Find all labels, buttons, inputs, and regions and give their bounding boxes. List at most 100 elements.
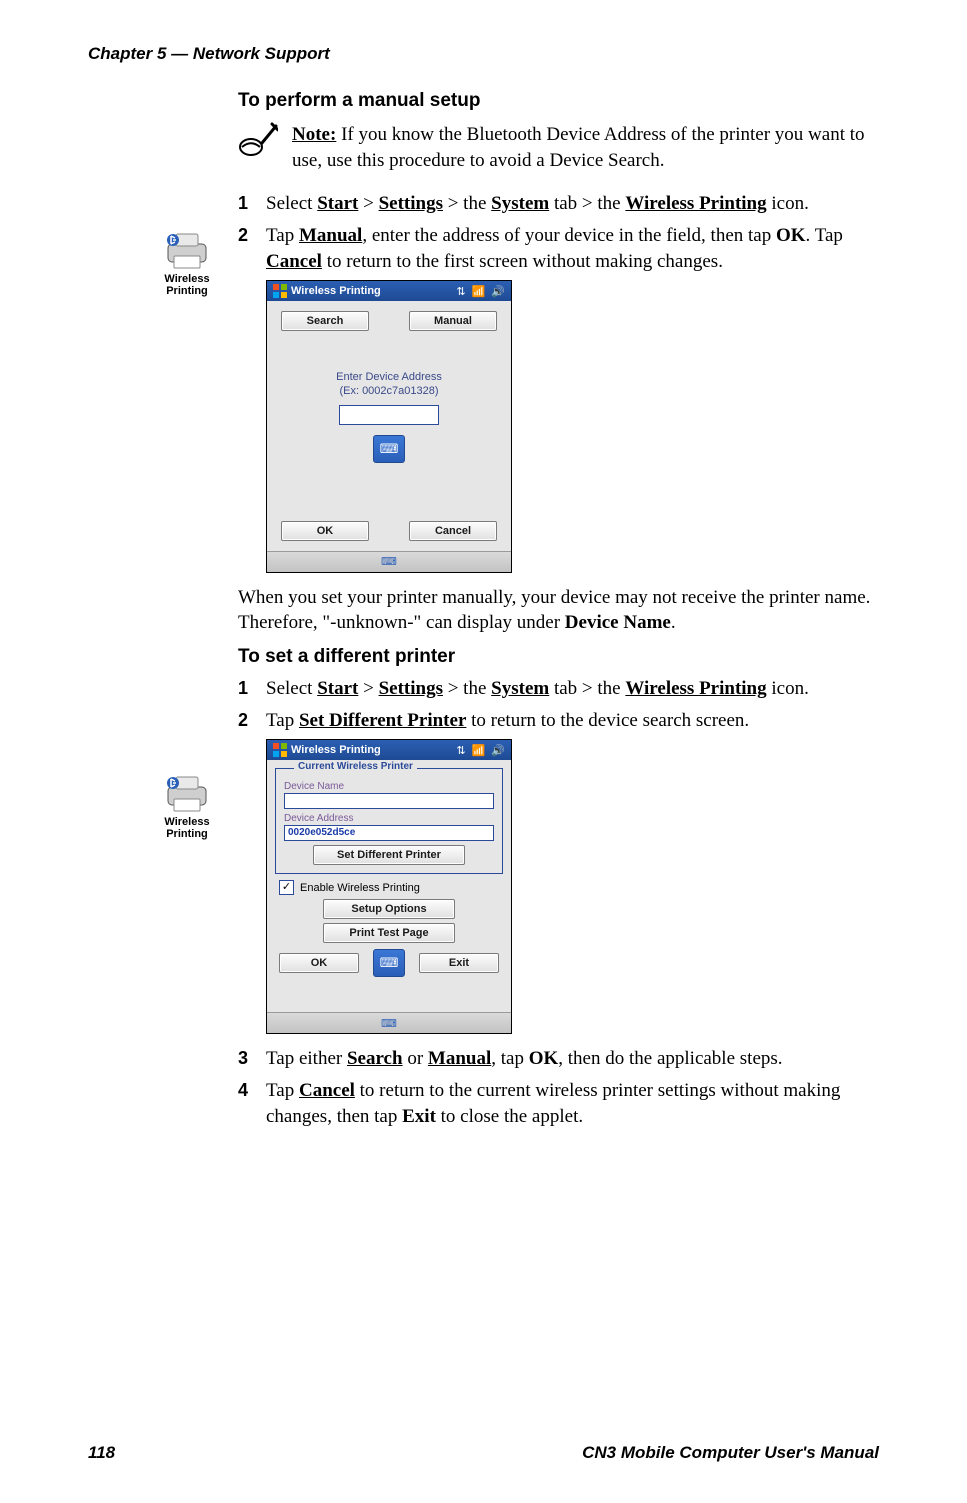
kw-start: Start [317,193,358,214]
signal-icon: ⇅ [456,744,465,757]
txt: to return to the device search screen. [466,710,749,731]
note-prefix: Note: [292,124,336,145]
txt: icon. [767,678,809,699]
note-icon [238,122,278,158]
step-text: Tap Set Different Printer to return to t… [266,708,879,734]
prompt-line2: (Ex: 0002c7a01328) [273,385,505,399]
kw-ok: OK [529,1048,559,1069]
appicon-label-1: Wireless Printing [148,274,226,297]
checkbox-label: Enable Wireless Printing [300,882,420,894]
kw-settings: Settings [379,678,443,699]
step-text: Select Start > Settings > the System tab… [266,676,879,702]
s1-step2: 2 Tap Manual, enter the address of your … [238,223,879,274]
manual-title: CN3 Mobile Computer User's Manual [582,1443,879,1463]
keyboard-toggle-icon[interactable]: ⌨ [373,435,405,463]
txt: > [358,678,378,699]
set-different-printer-button[interactable]: Set Different Printer [313,845,465,865]
step-number: 1 [238,191,266,215]
kw-settings: Settings [379,193,443,214]
heading-set-different-printer: To set a different printer [238,646,879,668]
txt: tab > the [549,193,625,214]
enable-wireless-printing-row[interactable]: ✓ Enable Wireless Printing [279,880,505,895]
txt: Tap [266,1080,299,1101]
kw-system: System [491,193,549,214]
txt: or [403,1048,428,1069]
s2-step4: 4 Tap Cancel to return to the current wi… [238,1078,879,1129]
window-title: Wireless Printing [291,744,381,756]
titlebar: Wireless Printing ⇅ 📶 🔊 [267,740,511,760]
checkbox-icon[interactable]: ✓ [279,880,294,895]
appicon-label-2: Wireless Printing [148,817,226,840]
txt: When you set your printer manually, your… [238,587,870,634]
step-text: Tap Cancel to return to the current wire… [266,1078,879,1129]
txt: Select [266,678,317,699]
txt: Select [266,193,317,214]
kw-cancel: Cancel [266,251,322,272]
screenshot-current-printer: Wireless Printing ⇅ 📶 🔊 Current Wireless… [266,739,512,1034]
prompt-text: Enter Device Address (Ex: 0002c7a01328) [273,371,505,399]
kw-start: Start [317,678,358,699]
txt: . [671,612,676,633]
heading-manual-setup: To perform a manual setup [238,90,879,112]
page-footer: 118 CN3 Mobile Computer User's Manual [88,1443,879,1463]
sip-icon[interactable]: ⌨ [381,1017,397,1030]
txt: Tap either [266,1048,347,1069]
titlebar: Wireless Printing ⇅ 📶 🔊 [267,281,511,301]
txt: > the [443,193,491,214]
tray-icons: ⇅ 📶 🔊 [456,285,505,298]
window-title: Wireless Printing [291,285,381,297]
device-address-label: Device Address [284,813,494,824]
exit-button[interactable]: Exit [419,953,499,973]
kw-ok: OK [776,225,806,246]
antenna-icon: 📶 [472,285,486,298]
device-name-field[interactable] [284,793,494,809]
step-number: 1 [238,676,266,700]
step-text: Select Start > Settings > the System tab… [266,191,879,217]
cancel-button[interactable]: Cancel [409,521,497,541]
s2-step2: 2 Tap Set Different Printer to return to… [238,708,879,734]
kw-set-different-printer: Set Different Printer [299,710,466,731]
speaker-icon: 🔊 [491,744,505,757]
txt: , enter the address of your device in th… [362,225,776,246]
kw-manual: Manual [299,225,362,246]
taskbar: ⌨ [267,551,511,572]
txt: tab > the [549,678,625,699]
keyboard-toggle-icon[interactable]: ⌨ [373,949,405,977]
ok-button[interactable]: OK [281,521,369,541]
taskbar: ⌨ [267,1012,511,1033]
txt: to close the applet. [436,1106,583,1127]
print-test-page-button[interactable]: Print Test Page [323,923,455,943]
wireless-printing-appicon-2: Wireless Printing [148,773,226,840]
kw-cancel: Cancel [299,1080,355,1101]
device-name-label: Device Name [284,781,494,792]
s2-step3: 3 Tap either Search or Manual, tap OK, t… [238,1046,879,1072]
s1-step1: 1 Select Start > Settings > the System t… [238,191,879,217]
device-address-field[interactable]: 0020e052d5ce [284,825,494,841]
kw-exit: Exit [402,1106,436,1127]
tray-icons: ⇅ 📶 🔊 [456,744,505,757]
s2-step1: 1 Select Start > Settings > the System t… [238,676,879,702]
start-flag-icon [273,284,287,298]
kw-manual: Manual [428,1048,491,1069]
groupbox-legend: Current Wireless Printer [294,761,417,772]
txt: Tap [266,225,299,246]
kw-wireless-printing: Wireless Printing [625,193,766,214]
step-number: 2 [238,223,266,247]
note-text: Note: If you know the Bluetooth Device A… [292,122,879,173]
kw-device-name: Device Name [565,612,671,633]
setup-options-button[interactable]: Setup Options [323,899,455,919]
device-address-input[interactable] [339,405,439,425]
txt: . Tap [806,225,843,246]
manual-button[interactable]: Manual [409,311,497,331]
search-button[interactable]: Search [281,311,369,331]
kw-wireless-printing: Wireless Printing [625,678,766,699]
antenna-icon: 📶 [472,744,486,757]
txt: > [358,193,378,214]
wireless-printing-appicon-1: Wireless Printing [148,230,226,297]
txt: > the [443,678,491,699]
txt: icon. [767,193,809,214]
kw-search: Search [347,1048,403,1069]
txt: , then do the applicable steps. [558,1048,782,1069]
sip-icon[interactable]: ⌨ [381,555,397,568]
ok-button[interactable]: OK [279,953,359,973]
